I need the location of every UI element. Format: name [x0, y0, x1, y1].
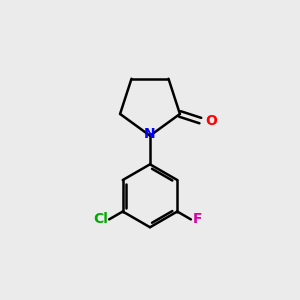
Text: Cl: Cl	[93, 212, 108, 226]
Text: O: O	[206, 114, 218, 128]
Text: F: F	[192, 212, 202, 226]
Text: N: N	[144, 127, 156, 141]
